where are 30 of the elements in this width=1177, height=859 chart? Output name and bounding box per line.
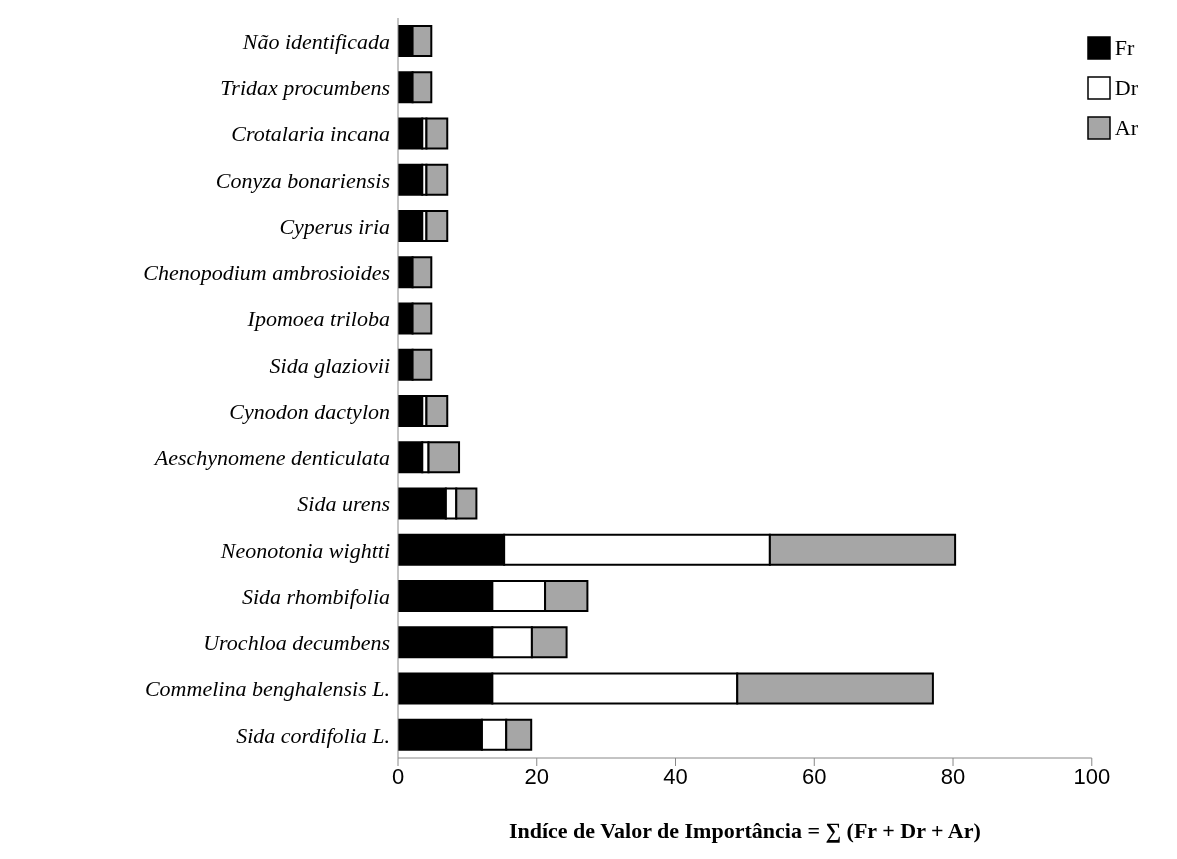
y-tick-label: Sida cordifolia L. — [236, 722, 390, 748]
y-tick-label: Sida rhombifolia — [241, 583, 390, 609]
y-tick-label: Sida urens — [297, 491, 390, 517]
y-tick-label: Não identificada — [241, 28, 390, 54]
y-tick-label: Sida glaziovii — [269, 352, 390, 378]
legend-label: Ar — [1114, 114, 1138, 142]
y-tick-label: Crotalaria incana — [231, 121, 390, 147]
bar — [425, 117, 449, 150]
y-tick-label: Commelina benghalensis L. — [144, 676, 390, 702]
y-tick-label: Cynodon dactylon — [229, 398, 390, 424]
y-tick-label: Chenopodium ambrosioides — [143, 260, 390, 286]
y-tick-label: Conyza bonariensis — [215, 167, 390, 193]
x-tick-label: 20 — [524, 763, 549, 789]
bar — [425, 395, 449, 427]
y-tick-label: Neonotonia wightti — [219, 537, 390, 563]
legend-label: Dr — [1114, 74, 1138, 102]
bar — [425, 163, 449, 196]
bar — [425, 210, 449, 242]
y-tick-label: Tridax procumbens — [220, 75, 390, 101]
x-axis-title: Indíce de Valor de Importância = ∑ (Fr + Dr + Ar) — [508, 818, 981, 843]
y-tick-label: Aeschynomene denticulata — [152, 445, 390, 471]
y-tick-label: Cyperus iria — [279, 213, 390, 239]
y-tick-label: Ipomoea triloba — [246, 306, 390, 332]
legend-label: Fr — [1114, 34, 1135, 62]
y-tick-label: Urochloa decumbens — [203, 630, 390, 656]
x-tick-label: 80 — [940, 763, 966, 789]
x-tick-label: 0 — [391, 763, 405, 789]
x-tick-label: 40 — [663, 763, 688, 789]
x-tick-label: 60 — [802, 763, 827, 789]
x-tick-label: 100 — [1073, 763, 1111, 789]
